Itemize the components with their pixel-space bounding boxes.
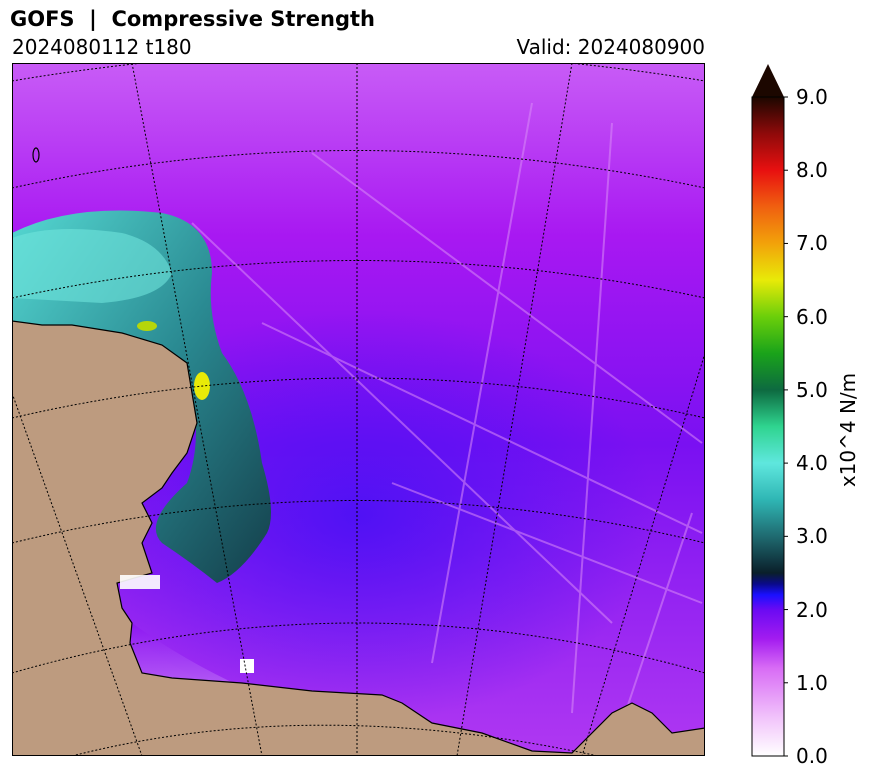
model-run-label: 2024080112 t180 <box>12 35 192 59</box>
antarctica-land <box>12 320 705 756</box>
colorbar-tick-label: 7.0 <box>796 231 828 256</box>
colorbar-tick-label: 6.0 <box>796 304 828 329</box>
colorbar-scale <box>751 64 788 757</box>
colorbar-tick-label: 1.0 <box>796 670 828 695</box>
map-border <box>12 63 705 756</box>
map-panel <box>12 63 705 756</box>
colorbar-tick-label: 4.0 <box>796 451 828 476</box>
valid-time-label: Valid: 2024080900 <box>516 35 705 59</box>
colorbar-tick-label: 8.0 <box>796 158 828 183</box>
colorbar-tick-label: 2.0 <box>796 597 828 622</box>
colorbar-tick-label: 5.0 <box>796 377 828 402</box>
high-strength-zone <box>12 210 271 583</box>
colorbar-tick-label: 9.0 <box>796 85 828 109</box>
colorbar-extend-arrow <box>752 64 784 97</box>
colorbar-unit-label: x10^4 N/m <box>836 372 860 488</box>
compressive-strength-map <box>12 63 705 756</box>
colorbar <box>748 62 788 760</box>
island <box>32 147 40 163</box>
chart-title: GOFS | Compressive Strength <box>10 7 375 31</box>
colorbar-ticks <box>784 96 788 757</box>
colorbar-tick-label: 0.0 <box>796 744 828 768</box>
graticule <box>12 63 705 756</box>
colorbar-ramp <box>751 96 785 757</box>
colorbar-tick-label: 3.0 <box>796 524 828 549</box>
ridge-lines <box>191 102 703 754</box>
